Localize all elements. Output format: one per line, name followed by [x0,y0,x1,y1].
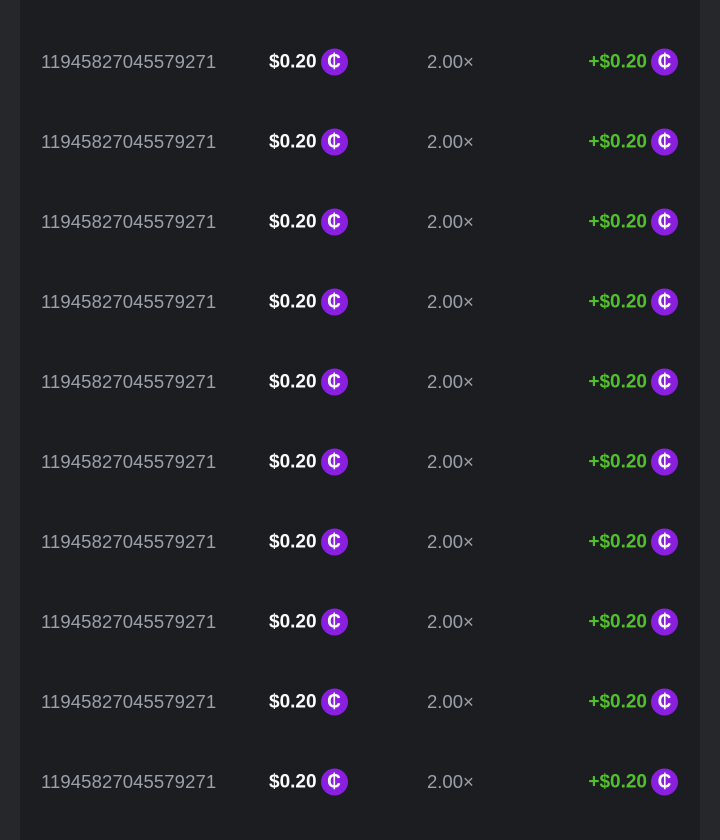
bet-amount-value: $0.20 [269,451,317,472]
bet-id[interactable]: 11945827045579271 [41,371,217,392]
bet-amount: $0.20 ₵ [269,208,348,236]
cent-coin-icon: ₵ [651,768,678,796]
cent-coin-icon: ₵ [651,608,678,636]
payout: +$0.20 ₵ [588,128,678,156]
cent-coin-icon: ₵ [320,208,348,236]
payout-value: +$0.20 [588,291,647,312]
payout: +$0.20 ₵ [588,368,678,396]
multiplier: 2.00× [427,131,474,152]
table-row[interactable]: 11945827045579271 $0.20 ₵ 2.00× +$0.20 ₵ [20,582,700,662]
bet-amount-value: $0.20 [269,211,317,232]
payout: +$0.20 ₵ [588,288,678,316]
bet-amount-value: $0.20 [269,51,317,72]
table-row[interactable]: 11945827045579271 $0.20 ₵ 2.00× +$0.20 ₵ [20,742,700,822]
multiplier: 2.00× [427,531,474,552]
multiplier: 2.00× [427,451,474,472]
cent-coin-icon: ₵ [320,448,348,476]
table-row[interactable]: 11945827045579271 $0.20 ₵ 2.00× +$0.20 ₵ [20,262,700,342]
bet-amount: $0.20 ₵ [269,768,348,796]
bet-amount-value: $0.20 [269,531,317,552]
bet-amount: $0.20 ₵ [269,368,348,396]
bet-id[interactable]: 11945827045579271 [41,771,217,792]
payout: +$0.20 ₵ [588,688,678,716]
table-row[interactable]: 11945827045579271 $0.20 ₵ 2.00× +$0.20 ₵ [20,422,700,502]
table-row[interactable]: 11945827045579271 $0.20 ₵ 2.00× +$0.20 ₵ [20,662,700,742]
bet-amount-value: $0.20 [269,131,317,152]
cent-coin-icon: ₵ [320,528,348,556]
table-row[interactable]: 11945827045579271 $0.20 ₵ 2.00× +$0.20 ₵ [20,182,700,262]
payout-value: +$0.20 [588,771,647,792]
multiplier: 2.00× [427,691,474,712]
cent-coin-icon: ₵ [320,688,348,716]
payout-value: +$0.20 [588,371,647,392]
cent-coin-icon: ₵ [320,368,348,396]
multiplier: 2.00× [427,291,474,312]
cent-coin-icon: ₵ [651,448,678,476]
bet-id[interactable]: 11945827045579271 [41,531,217,552]
bet-amount: $0.20 ₵ [269,48,348,76]
cent-coin-icon: ₵ [320,128,348,156]
bet-amount: $0.20 ₵ [269,528,348,556]
bet-amount-value: $0.20 [269,291,317,312]
bet-amount-value: $0.20 [269,611,317,632]
cent-coin-icon: ₵ [320,768,348,796]
payout-value: +$0.20 [588,451,647,472]
bet-amount-value: $0.20 [269,371,317,392]
payout-value: +$0.20 [588,531,647,552]
bet-amount: $0.20 ₵ [269,448,348,476]
payout: +$0.20 ₵ [588,608,678,636]
payout: +$0.20 ₵ [588,528,678,556]
payout-value: +$0.20 [588,51,647,72]
multiplier: 2.00× [427,211,474,232]
bet-id[interactable]: 11945827045579271 [41,131,217,152]
cent-coin-icon: ₵ [651,208,678,236]
bet-amount-value: $0.20 [269,771,317,792]
bet-id[interactable]: 11945827045579271 [41,691,217,712]
bet-amount: $0.20 ₵ [269,288,348,316]
table-row[interactable]: 11945827045579271 $0.20 ₵ 2.00× +$0.20 ₵ [20,102,700,182]
payout-value: +$0.20 [588,131,647,152]
cent-coin-icon: ₵ [651,688,678,716]
table-row[interactable]: 11945827045579271 $0.20 ₵ 2.00× +$0.20 ₵ [20,502,700,582]
cent-coin-icon: ₵ [320,608,348,636]
bet-amount: $0.20 ₵ [269,688,348,716]
bet-amount: $0.20 ₵ [269,608,348,636]
cent-coin-icon: ₵ [651,288,678,316]
cent-coin-icon: ₵ [651,128,678,156]
payout: +$0.20 ₵ [588,208,678,236]
table-row[interactable]: 11945827045579271 $0.20 ₵ 2.00× +$0.20 ₵ [20,22,700,102]
bet-amount-value: $0.20 [269,691,317,712]
bet-id[interactable]: 11945827045579271 [41,611,217,632]
multiplier: 2.00× [427,771,474,792]
table-row[interactable]: 11945827045579271 $0.20 ₵ 2.00× +$0.20 ₵ [20,342,700,422]
payout: +$0.20 ₵ [588,448,678,476]
cent-coin-icon: ₵ [651,48,678,76]
payout-value: +$0.20 [588,611,647,632]
payout-value: +$0.20 [588,691,647,712]
cent-coin-icon: ₵ [651,528,678,556]
payout-value: +$0.20 [588,211,647,232]
payout: +$0.20 ₵ [588,768,678,796]
bet-id[interactable]: 11945827045579271 [41,51,217,72]
bet-id[interactable]: 11945827045579271 [41,211,217,232]
cent-coin-icon: ₵ [320,288,348,316]
multiplier: 2.00× [427,611,474,632]
bet-id[interactable]: 11945827045579271 [41,291,217,312]
multiplier: 2.00× [427,51,474,72]
cent-coin-icon: ₵ [320,48,348,76]
bets-table: 11945827045579271 $0.20 ₵ 2.00× +$0.20 ₵… [20,0,700,840]
bet-amount: $0.20 ₵ [269,128,348,156]
cent-coin-icon: ₵ [651,368,678,396]
multiplier: 2.00× [427,371,474,392]
bet-id[interactable]: 11945827045579271 [41,451,217,472]
payout: +$0.20 ₵ [588,48,678,76]
